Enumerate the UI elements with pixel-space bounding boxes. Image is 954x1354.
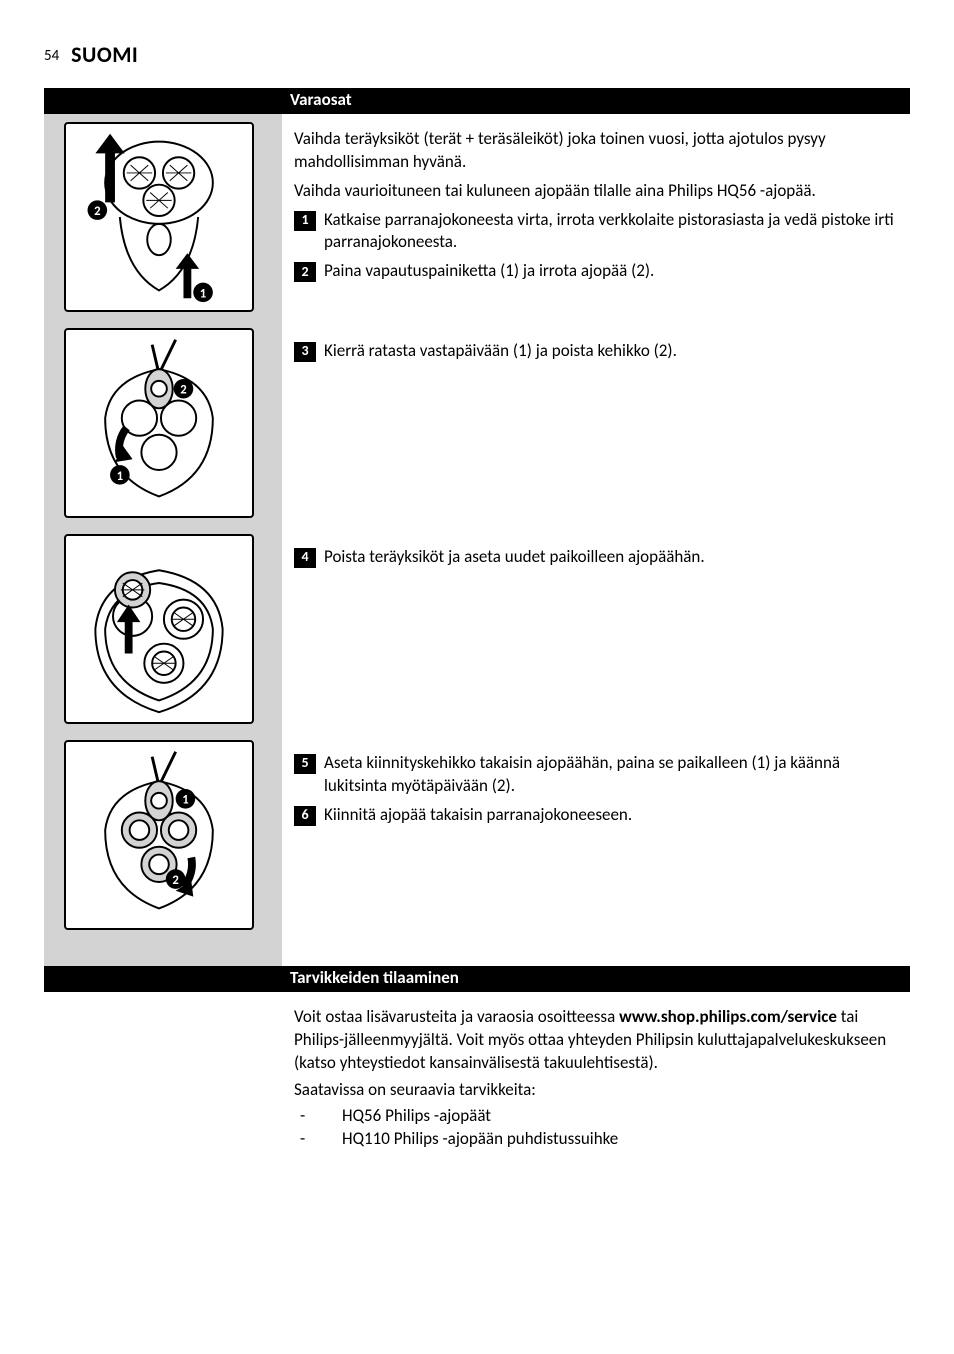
svg-text:2: 2 [94,204,100,219]
step-text: Aseta kiinnityskehikko takaisin ajopäähä… [324,752,904,798]
step-text: Kiinnitä ajopää takaisin parranajokonees… [324,804,904,827]
ordering-pre: Voit ostaa lisävarusteita ja varaosia os… [294,1006,619,1027]
accessories-list: HQ56 Philips -ajopäät HQ110 Philips -ajo… [294,1105,904,1151]
accessories-intro: Saatavissa on seuraavia tarvikkeita: [294,1079,904,1102]
section-bar-tarvikkeet: Tarvikkeiden tilaaminen [44,966,910,992]
step-number-badge: 3 [294,342,316,362]
step-4: 4 Poista teräyksiköt ja aseta uudet paik… [294,546,904,569]
manual-page: 54 SUOMI Varaosat [0,0,954,1199]
step-5: 5 Aseta kiinnityskehikko takaisin ajopää… [294,752,904,798]
illustration-lock-frame: 1 2 [64,740,254,930]
ordering-text: Voit ostaa lisävarusteita ja varaosia os… [294,1006,904,1075]
step-text: Poista teräyksiköt ja aseta uudet paikoi… [324,546,904,569]
intro-text-1: Vaihda teräyksiköt (terät + teräsäleiköt… [294,128,904,174]
row-step-4: 4 Poista teräyksiköt ja aseta uudet paik… [44,526,910,732]
illustration-replace-blades [64,534,254,724]
step-text: Paina vapautuspainiketta (1) ja irrota a… [324,260,904,283]
svg-text:1: 1 [200,286,206,301]
svg-text:2: 2 [180,382,186,397]
section-title-varaosat: Varaosat [282,89,352,112]
section-title-tarvikkeet: Tarvikkeiden tilaaminen [282,967,459,990]
language-label: SUOMI [71,41,138,68]
step-text: Katkaise parranajokoneesta virta, irrota… [324,209,904,255]
step-2: 2 Paina vapautuspainiketta (1) ja irrota… [294,260,904,283]
accessory-item: HQ56 Philips -ajopäät [294,1105,904,1128]
accessory-item: HQ110 Philips -ajopään puhdistussuihke [294,1128,904,1151]
step-6: 6 Kiinnitä ajopää takaisin parranajokone… [294,804,904,827]
step-3: 3 Kierrä ratasta vastapäivään (1) ja poi… [294,340,904,363]
step-number-badge: 6 [294,806,316,826]
step-number-badge: 2 [294,262,316,282]
row-step-3: 2 1 3 Kierrä ratasta vastapäivään (1) ja… [44,320,910,526]
page-number: 54 [44,47,59,65]
intro-text-2: Vaihda vaurioituneen tai kuluneen ajopää… [294,180,904,203]
step-number-badge: 5 [294,754,316,774]
section-bar-varaosat: Varaosat [44,88,910,114]
page-header: 54 SUOMI [44,40,910,70]
illustration-shaver-release: 2 1 [64,122,254,312]
row-step-5-6: 1 2 5 Aseta kiinnityskehikko takaisin aj… [44,732,910,938]
step-1: 1 Katkaise parranajokoneesta virta, irro… [294,209,904,255]
illustration-rotate-frame: 2 1 [64,328,254,518]
svg-text:2: 2 [172,873,178,888]
svg-text:1: 1 [117,468,123,483]
step-number-badge: 1 [294,211,316,231]
step-number-badge: 4 [294,548,316,568]
step-text: Kierrä ratasta vastapäivään (1) ja poist… [324,340,904,363]
svg-text:1: 1 [182,792,188,807]
row-step-1-2: 2 1 Vaihda teräyksiköt (terät + teräsäle… [44,114,910,320]
section-spacer [44,938,910,966]
tarvikkeet-body: Voit ostaa lisävarusteita ja varaosia os… [44,992,910,1160]
ordering-url: www.shop.philips.com/service [619,1006,837,1027]
